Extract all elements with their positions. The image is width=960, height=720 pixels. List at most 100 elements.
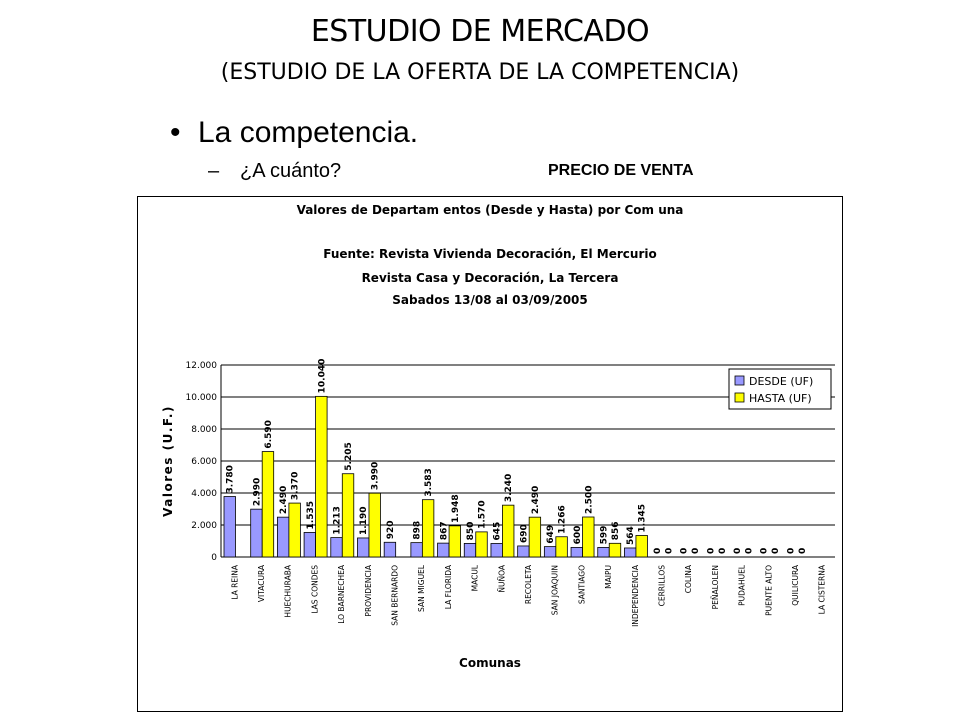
x-tick-label: HUECHURABA (284, 564, 293, 617)
legend-swatch (734, 375, 745, 386)
data-label: 0 (771, 548, 781, 554)
x-axis-title: Comunas (459, 656, 521, 670)
chart-title-line: Fuente: Revista Vivienda Decoración, El … (323, 247, 656, 261)
data-label: 564 (626, 526, 636, 545)
bar-desde (570, 546, 583, 558)
bar-desde (250, 508, 263, 558)
x-tick-label: INDEPENDENCIA (631, 564, 640, 627)
bar-hasta (448, 525, 461, 558)
bar-desde (624, 547, 637, 558)
price-label: PRECIO DE VENTA (548, 162, 694, 179)
x-tick-label: QUILICURA (791, 564, 800, 606)
slide-subtitle: (ESTUDIO DE LA OFERTA DE LA COMPETENCIA) (220, 60, 740, 85)
data-label: 0 (691, 548, 701, 554)
data-label: 1.190 (359, 506, 369, 534)
x-tick-label: SAN JOAQUIN (551, 565, 560, 615)
data-label: 0 (706, 548, 716, 554)
bar-desde (383, 541, 397, 558)
data-label: 10.040 (317, 359, 327, 394)
x-tick-label: LA REINA (230, 564, 239, 600)
bar-hasta (368, 492, 381, 558)
x-tick-label: MAIPU (604, 565, 613, 589)
data-label: 0 (733, 548, 743, 554)
data-label: 0 (653, 548, 663, 554)
data-label: 600 (573, 526, 583, 545)
chart-container: Valores de Departam entos (Desde y Hasta… (137, 196, 843, 712)
bar-hasta (582, 516, 595, 558)
bar-hasta (341, 473, 355, 558)
legend-label: HASTA (UF) (749, 392, 812, 405)
x-tick-label: LA CISTERNA (818, 564, 827, 614)
bar-hasta (555, 536, 568, 558)
data-label: 690 (519, 524, 529, 543)
x-tick-label: PROVIDENCIA (364, 564, 373, 616)
data-label: 2.490 (279, 486, 289, 514)
data-label: 3.780 (226, 465, 236, 493)
data-label: 0 (798, 548, 808, 554)
bar-desde (330, 537, 343, 558)
y-tick-label: 12.000 (186, 361, 218, 371)
data-label: 2.490 (531, 486, 541, 514)
data-label: 3.370 (291, 472, 301, 500)
data-label: 599 (599, 526, 609, 545)
dash-icon: – (208, 160, 220, 182)
bar-hasta (421, 499, 435, 558)
x-tick-label: COLINA (684, 564, 693, 593)
data-label: 0 (786, 548, 796, 554)
x-tick-label: MACUL (471, 564, 480, 591)
sub-bullet-text: ¿A cuánto? (240, 160, 342, 182)
chart-title-line: Revista Casa y Decoración, La Tercera (362, 271, 619, 285)
bar-desde (543, 546, 557, 558)
y-tick-label: 6.000 (191, 457, 217, 467)
x-tick-label: LA FLORIDA (444, 564, 453, 609)
data-label: 856 (611, 522, 621, 541)
bar-hasta (528, 516, 542, 558)
data-label: 2.500 (584, 486, 594, 514)
bar-chart: Valores de Departam entos (Desde y Hasta… (161, 203, 835, 670)
bar-desde (490, 543, 503, 558)
slide-title: ESTUDIO DE MERCADO (310, 14, 650, 49)
bar-desde (437, 542, 450, 558)
data-label: 850 (466, 522, 476, 541)
data-label: 1.535 (306, 501, 316, 529)
data-label: 5.205 (344, 442, 354, 470)
bar-desde (223, 496, 236, 558)
data-label: 898 (413, 521, 423, 540)
bar-hasta (475, 531, 488, 558)
x-tick-label: LO BARNECHEA (337, 564, 346, 624)
bar-desde (357, 537, 370, 558)
y-tick-label: 10.000 (186, 393, 218, 403)
data-label: 3.583 (424, 468, 434, 496)
x-tick-label: VITACURA (257, 564, 266, 602)
data-label: 0 (760, 548, 770, 554)
data-label: 649 (546, 525, 556, 544)
x-tick-label: CERRILLOS (657, 565, 666, 607)
data-label: 3.990 (371, 462, 381, 490)
bar-desde (463, 542, 477, 558)
bar-desde (303, 532, 316, 558)
bar-desde (276, 516, 290, 558)
data-label: 2.990 (252, 478, 262, 506)
x-tick-label: ÑUÑOA (497, 564, 506, 592)
data-label: 3.240 (504, 474, 514, 502)
y-axis-title: Valores (U.F.) (161, 405, 175, 517)
chart-title-line: Sabados 13/08 al 03/09/2005 (392, 293, 588, 307)
bullet-item: • La competencia. (170, 116, 418, 150)
x-tick-label: PUENTE ALTO (764, 565, 773, 616)
y-tick-label: 8.000 (191, 425, 217, 435)
bar-hasta (288, 502, 301, 558)
bar-desde (410, 542, 423, 558)
bullet-dot-icon: • (170, 116, 181, 149)
data-label: 867 (439, 521, 449, 540)
bar-desde (597, 547, 610, 558)
y-tick-label: 2.000 (191, 521, 217, 531)
data-label: 0 (718, 548, 728, 554)
x-tick-label: SAN BERNARDO (391, 565, 400, 626)
legend-swatch (734, 392, 745, 403)
data-label: 0 (664, 548, 674, 554)
x-tick-label: LAS CONDES (310, 565, 319, 614)
data-label: 0 (680, 548, 690, 554)
data-label: 1.570 (478, 500, 488, 528)
legend-label: DESDE (UF) (749, 375, 813, 388)
bar-desde (517, 545, 530, 558)
